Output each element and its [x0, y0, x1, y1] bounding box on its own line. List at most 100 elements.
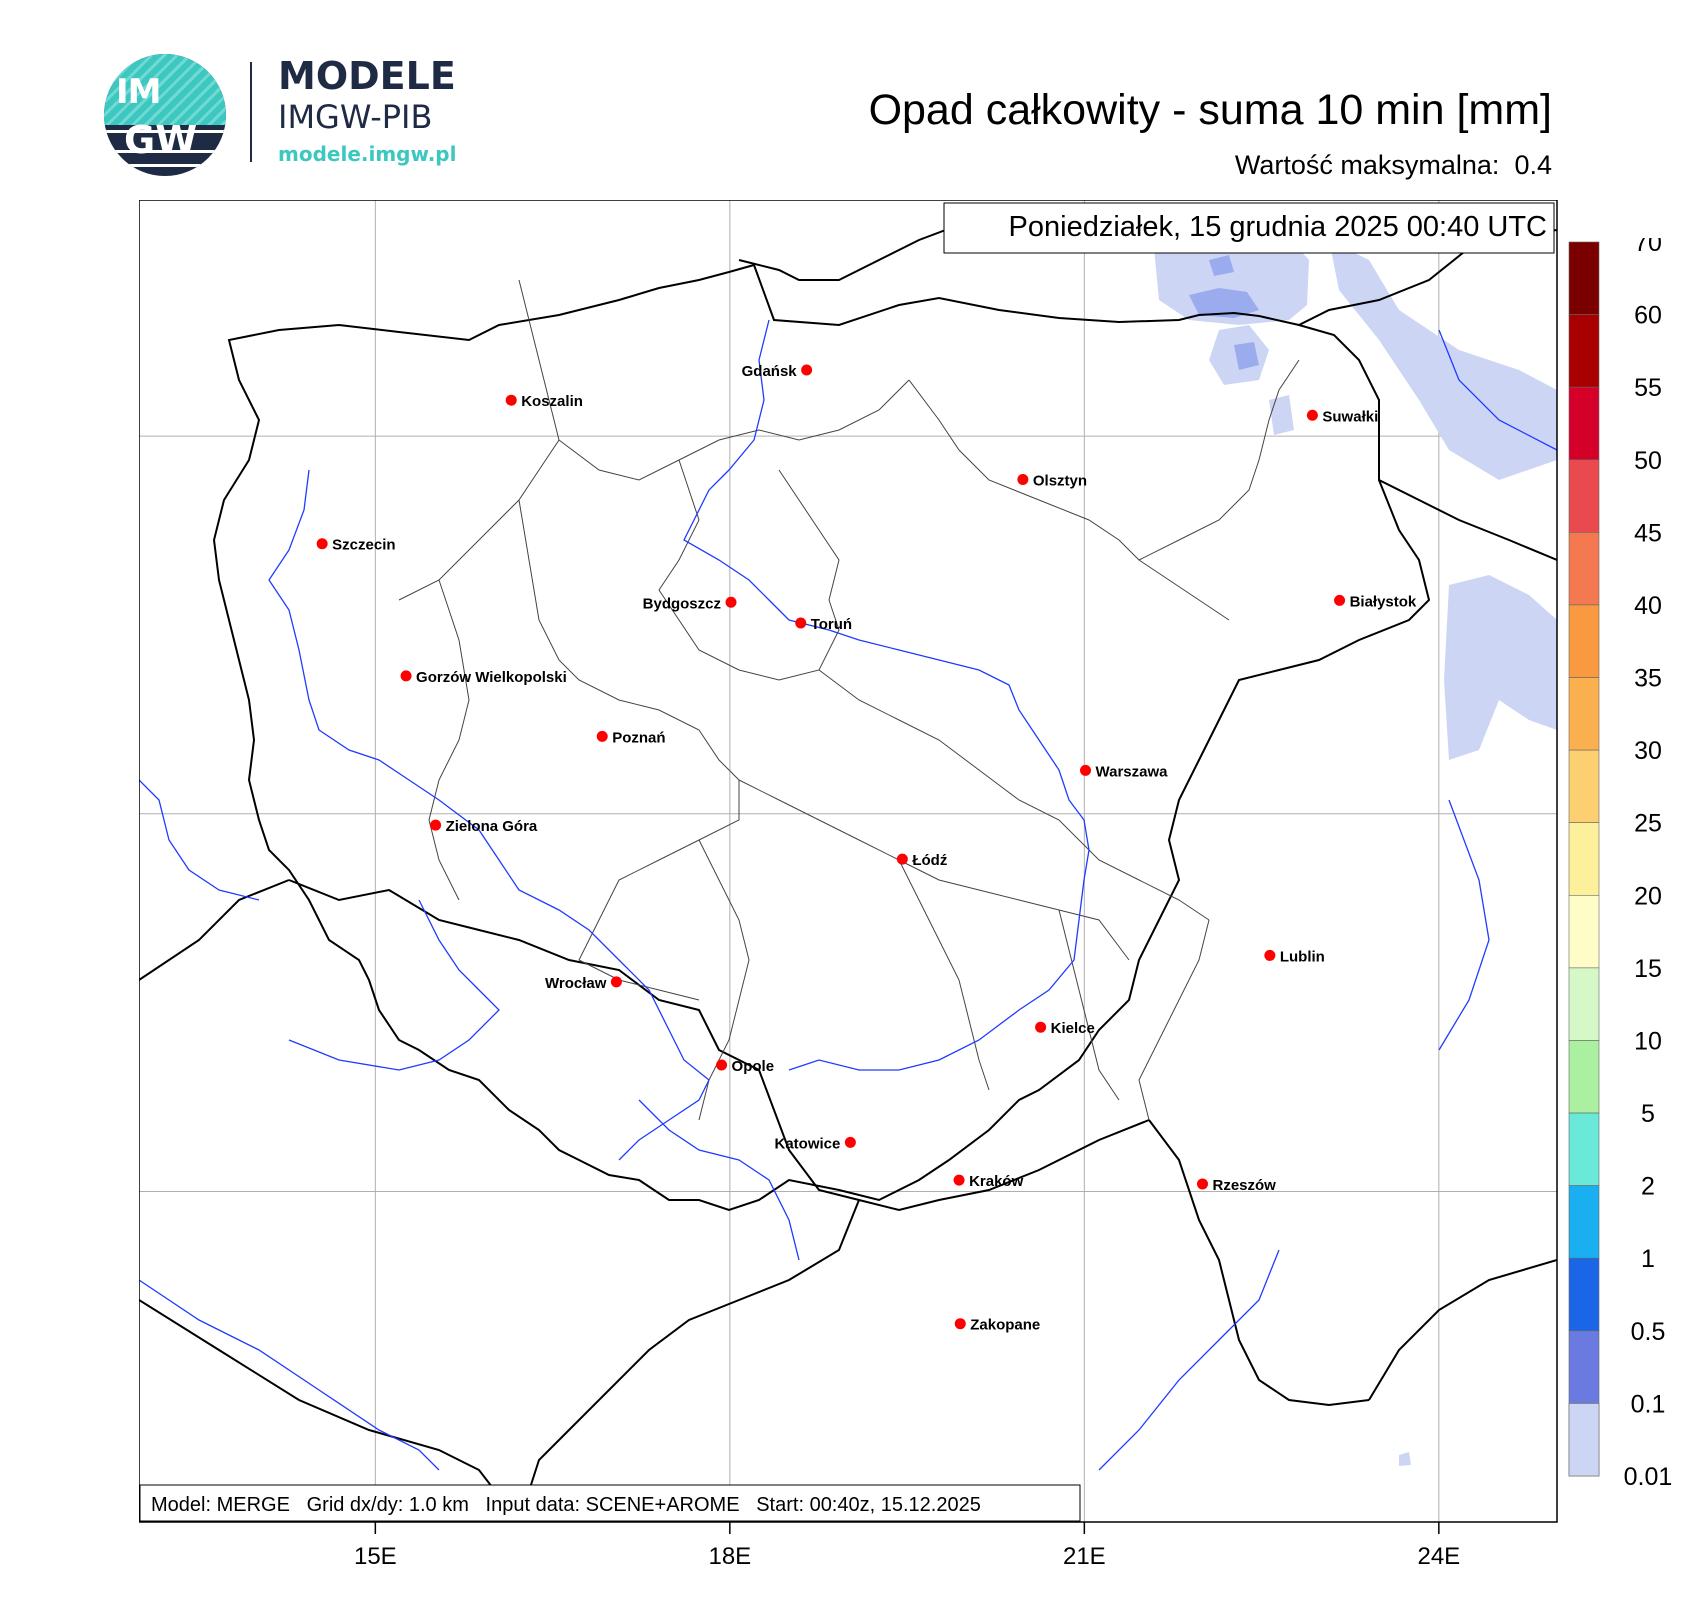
- city-label: Olsztyn: [1033, 473, 1087, 490]
- max-value-label: Wartość maksymalna:: [1234, 150, 1500, 180]
- region-line-11: [1058, 909, 1120, 1101]
- border-slovakia-south: [1148, 1119, 1370, 1407]
- river-danube: [139, 1279, 440, 1471]
- legend-label: 10: [1634, 1027, 1662, 1055]
- city-marker: [1334, 594, 1346, 606]
- legend-swatch: [1568, 822, 1600, 896]
- region-line-10: [698, 839, 750, 1121]
- city-label: Zielona Góra: [446, 818, 538, 835]
- logo-url: modele.imgw.pl: [278, 142, 457, 166]
- river-dniester: [1098, 1249, 1280, 1471]
- city-label: Toruń: [811, 616, 852, 633]
- legend-swatch: [1568, 314, 1600, 388]
- country-borders: [139, 214, 1557, 1522]
- legend-swatch-lowest: [1568, 1403, 1600, 1477]
- precip-area-small-2: [1399, 1452, 1411, 1466]
- river-vistula: [683, 319, 1090, 1071]
- map-frame: [139, 200, 1558, 1523]
- legend-label: 2: [1641, 1173, 1655, 1201]
- legend-label: 50: [1634, 447, 1662, 475]
- city-label: Zakopane: [970, 1317, 1040, 1334]
- legend-label: 70: [1634, 238, 1662, 257]
- footer-box: [139, 1484, 1081, 1522]
- border-belarus: [1378, 479, 1557, 561]
- legend-swatch: [1568, 1185, 1600, 1259]
- city-marker: [725, 596, 737, 608]
- region-line-2: [558, 379, 910, 481]
- region-line-9: [898, 859, 990, 1091]
- city-label: Warszawa: [1096, 763, 1169, 780]
- region-line-13: [428, 579, 470, 901]
- poland-border: [212, 263, 1431, 1212]
- legend-swatch: [1568, 1112, 1600, 1186]
- legend-swatch: [1568, 1040, 1600, 1114]
- precipitation-map[interactable]: Gdańsk Koszalin Suwałki Olsztyn Szczecin Biał…: [139, 200, 1559, 1580]
- city-marker: [1264, 949, 1276, 961]
- max-value-line: Wartość maksymalna: 0.4: [1235, 150, 1552, 181]
- imgw-logo-emblem: IM GW: [104, 54, 226, 176]
- river-neisse: [139, 779, 260, 901]
- legend-swatch: [1568, 459, 1600, 533]
- city-marker: [1306, 409, 1318, 421]
- city-marker: [1017, 474, 1029, 486]
- city-marker: [1197, 1178, 1208, 1190]
- city-label: Poznań: [612, 729, 665, 746]
- city-marker: [610, 976, 622, 988]
- precip-area-north-core: [1189, 288, 1259, 318]
- lon-tick-label: 21E: [1063, 1543, 1106, 1570]
- river-morava: [638, 1099, 800, 1261]
- city-marker: [716, 1059, 728, 1071]
- city-marker: [596, 730, 608, 742]
- precip-area-north: [1154, 238, 1309, 325]
- lon-tick-label: 24E: [1417, 1543, 1460, 1570]
- border-romania: [1368, 1259, 1557, 1401]
- city-label: Kraków: [969, 1173, 1024, 1190]
- region-line-8: [738, 779, 1130, 961]
- legend-label: 40: [1634, 592, 1662, 620]
- region-line-14: [578, 959, 700, 1001]
- river-oder: [268, 469, 710, 1081]
- legend-swatch: [1568, 749, 1600, 824]
- region-line-3: [658, 459, 840, 681]
- legend-swatch: [1568, 894, 1600, 969]
- legend-swatch: [1568, 1330, 1600, 1404]
- precip-area-small-1: [1269, 395, 1294, 435]
- legend-swatch: [1568, 967, 1600, 1041]
- model-info: Model: MERGE Grid dx/dy: 1.0 km Input da…: [151, 1494, 981, 1516]
- city-label: Lublin: [1280, 948, 1325, 965]
- city-marker: [896, 853, 908, 865]
- region-line-4: [818, 669, 1210, 921]
- max-value: 0.4: [1514, 150, 1552, 180]
- city-label: Opole: [732, 1058, 775, 1075]
- river-elbe: [288, 899, 500, 1071]
- legend-swatch: [1568, 604, 1600, 678]
- map-title: Opad całkowity - suma 10 min [mm]: [868, 86, 1552, 134]
- city-marker: [795, 617, 807, 629]
- logo-emblem-text-top: IM: [116, 72, 161, 112]
- region-line-7: [518, 499, 740, 961]
- city-label: Wrocław: [545, 975, 607, 992]
- precip-area-east: [1444, 575, 1557, 760]
- precip-area-suwalki-core: [1234, 342, 1259, 370]
- legend-label: 20: [1634, 882, 1662, 910]
- legend-label: 15: [1634, 955, 1662, 983]
- logo-subtitle: IMGW-PIB: [278, 98, 433, 136]
- city-label: Gorzów Wielkopolski: [416, 669, 567, 686]
- legend-label: 25: [1634, 810, 1662, 838]
- city-label: Rzeszów: [1213, 1177, 1277, 1194]
- city-label: Kielce: [1051, 1020, 1095, 1037]
- legend-label: 0.01: [1624, 1463, 1673, 1488]
- logo-divider: [250, 62, 252, 162]
- city-label: Białystok: [1350, 593, 1417, 610]
- legend-label: 55: [1634, 374, 1662, 402]
- datetime-box: [943, 202, 1555, 254]
- legend-label: 60: [1634, 302, 1662, 330]
- river-bug: [1438, 329, 1557, 451]
- city-label: Bydgoszcz: [643, 595, 721, 612]
- city-marker: [953, 1174, 965, 1186]
- legend-label: 1: [1641, 1245, 1655, 1273]
- region-line-12: [1138, 919, 1210, 1121]
- legend-label: 35: [1634, 665, 1662, 693]
- imgw-logo: IM GW MODELE IMGW-PIB modele.imgw.pl: [100, 52, 480, 182]
- city-label: Szczecin: [332, 537, 395, 554]
